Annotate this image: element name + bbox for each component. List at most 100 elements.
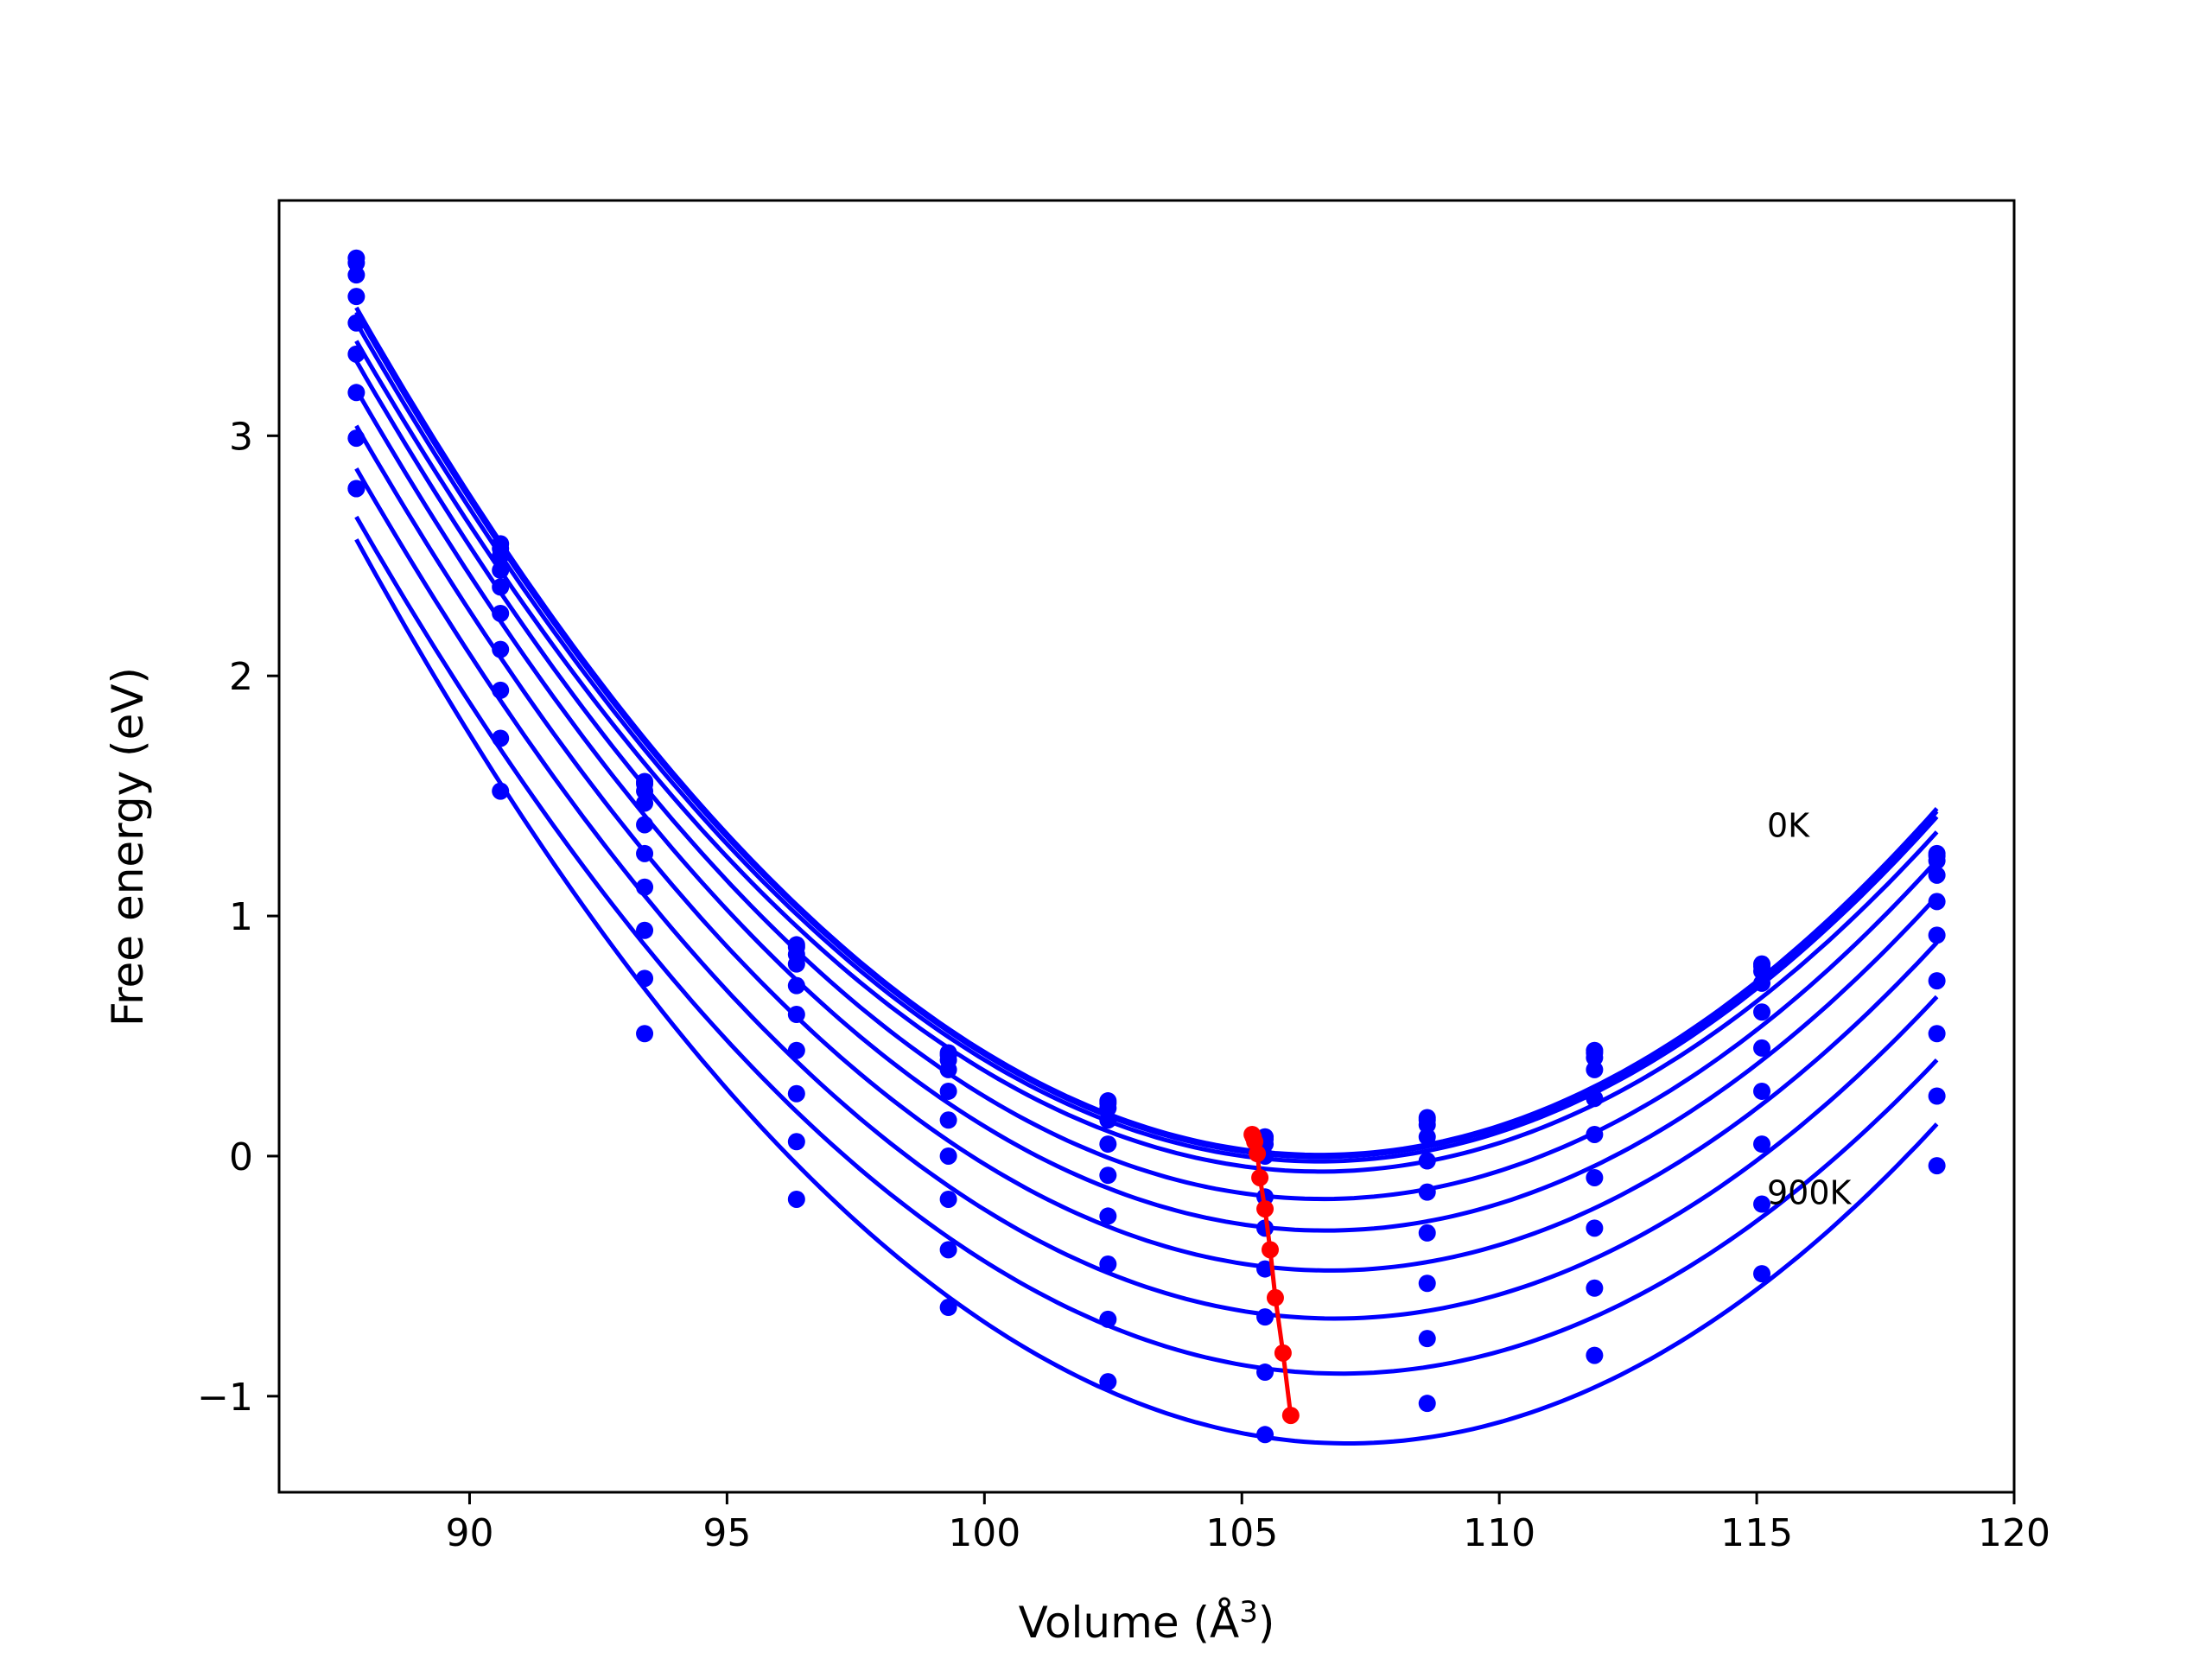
data-point [636,969,654,988]
y-tick-label: 2 [229,655,253,699]
data-point [492,561,510,579]
data-point [1753,1135,1771,1154]
data-point [1928,1025,1946,1043]
fit-curve-4 [354,359,1939,1202]
minima-line [1243,1125,1300,1425]
minimum-point [1249,1145,1267,1163]
fitted-curves [354,306,1939,1446]
fit-curve-3 [354,340,1939,1174]
data-point [347,254,365,272]
fit-curve-8 [354,515,1939,1376]
data-point [1256,1426,1274,1444]
fit-curve-5 [354,388,1939,1233]
data-point [1418,1224,1436,1242]
x-tick-label: 120 [1978,1511,2050,1555]
data-point [492,578,510,596]
data-point [492,604,510,622]
data-point [1586,1168,1604,1186]
data-point [1753,1003,1771,1021]
data-point [1586,1090,1604,1108]
data-point [1099,1373,1117,1391]
data-point [347,288,365,306]
data-point [787,955,805,973]
minimum-point [1281,1407,1300,1425]
data-point [1256,1308,1274,1326]
fit-curve-2 [354,321,1939,1164]
minimum-point [1256,1200,1274,1218]
data-point [347,429,365,448]
data-point [347,480,365,498]
data-point [1928,1157,1946,1175]
x-tick-label: 90 [445,1511,493,1555]
data-point [347,314,365,332]
x-tick-label: 110 [1463,1511,1535,1555]
plot-frame [277,199,2016,1494]
data-point [787,1006,805,1024]
data-point [1418,1183,1436,1201]
data-point [492,640,510,658]
data-point [1099,1099,1117,1117]
data-point [1418,1116,1436,1134]
data-point [1418,1395,1436,1413]
y-tick-label: 3 [229,415,253,459]
data-point [1256,1260,1274,1278]
data-point [636,921,654,939]
data-point [1928,852,1946,870]
data-point [787,976,805,995]
data-point [492,782,510,800]
data-point [787,1190,805,1208]
data-point [1928,893,1946,911]
data-point [1099,1255,1117,1274]
data-point [1099,1310,1117,1328]
data-point [1753,1265,1771,1283]
y-tick-label: 1 [229,895,253,939]
data-point [1099,1111,1117,1129]
data-point [1099,1135,1117,1154]
axis-ticks: 90 95 100 105 110 115 120 −1 0 1 2 3 [197,415,2050,1555]
data-point [1099,1166,1117,1185]
data-point [1586,1346,1604,1364]
minimum-point [1251,1168,1269,1186]
x-tick-label: 95 [702,1511,751,1555]
data-point [787,1084,805,1103]
data-point [1418,1152,1436,1170]
x-axis-label: Volume (Å3) [1019,1595,1275,1648]
data-point [347,266,365,284]
data-point [1418,1274,1436,1293]
data-point [347,345,365,363]
y-axis-label: Free energy (eV) [103,667,153,1027]
data-point [939,1060,957,1078]
y-tick-label: −1 [197,1376,253,1420]
data-point [636,816,654,834]
fit-curve-9 [354,538,1939,1446]
minimum-point [1274,1344,1292,1362]
fit-curve-6 [354,424,1939,1273]
data-point [347,384,365,402]
data-point [1928,1087,1946,1105]
data-point [1753,1039,1771,1057]
data-point [636,844,654,862]
data-point [939,1111,957,1129]
data-point [1418,1128,1436,1146]
x-tick-label: 105 [1205,1511,1278,1555]
data-point [939,1147,957,1165]
data-point [1753,1195,1771,1213]
data-point [1586,1060,1604,1078]
data-point [1586,1125,1604,1143]
data-point [1586,1279,1604,1297]
data-point [787,1041,805,1059]
data-point [1586,1049,1604,1067]
data-point [1753,974,1771,992]
x-tick-label: 115 [1720,1511,1793,1555]
data-point [636,782,654,800]
data-point [636,878,654,896]
data-point [636,1025,654,1043]
data-point [636,794,654,812]
annotation-label: 0K [1767,806,1810,844]
data-point [1753,1082,1771,1100]
data-point [939,1190,957,1208]
data-point [1928,866,1946,884]
data-point [492,681,510,699]
data-point [1928,972,1946,990]
data-point [787,1133,805,1151]
